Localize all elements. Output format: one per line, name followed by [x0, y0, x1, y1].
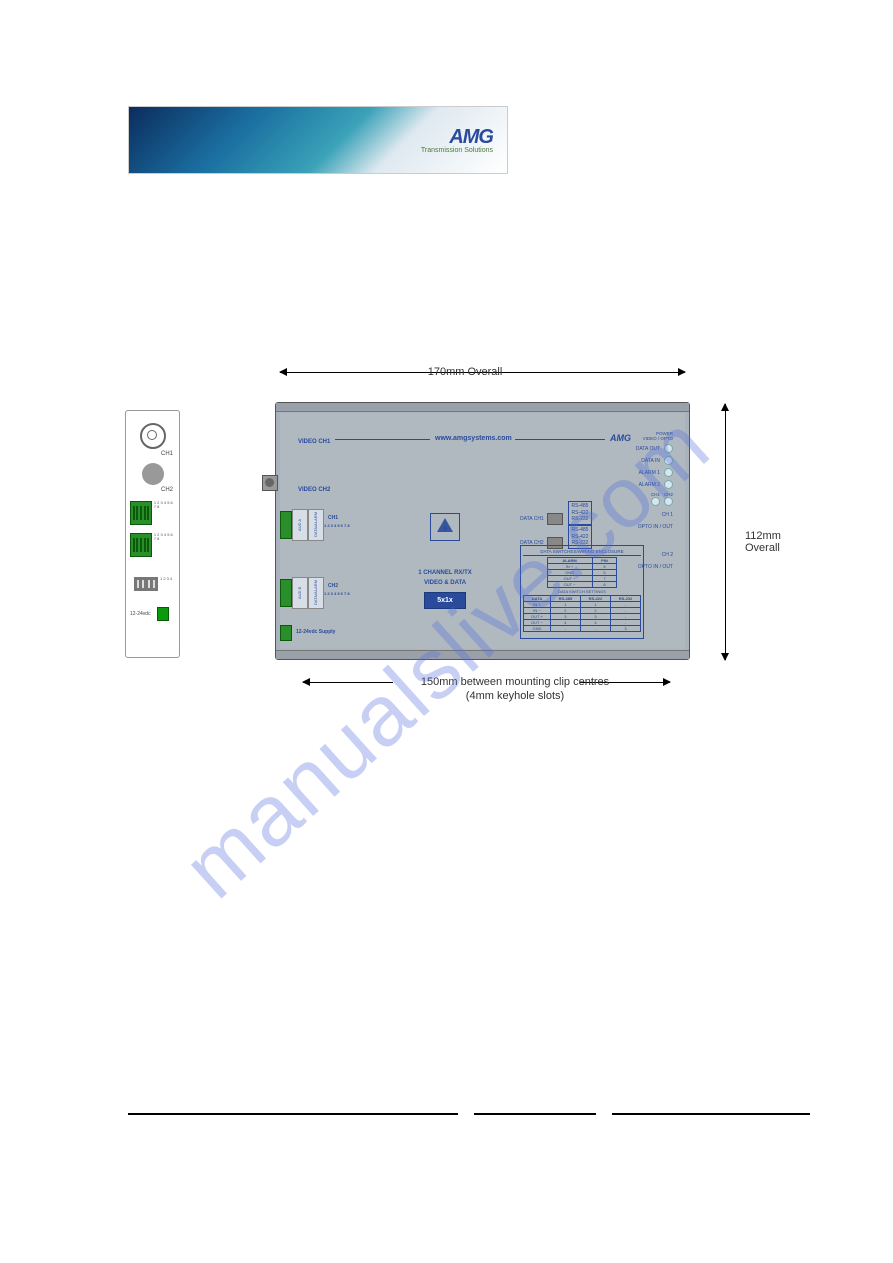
device-face: www.amgsystems.com AMG VIDEO CH1 VIDEO C… [280, 413, 685, 649]
video-ch2-label: VIDEO CH2 [298, 487, 330, 493]
data-table: DATA RS-485 RS-422 RS-232 IN +11- IN −22… [523, 595, 641, 632]
led-column: POWER VIDEO / OPTO DATA OUT DATA IN ALAR… [605, 431, 673, 570]
switch-ch1-label: DATA CH1 [520, 516, 544, 522]
opt1-a: CH 1 [605, 512, 673, 518]
led-label: DATA OUT [636, 446, 660, 452]
led-icon [664, 444, 673, 453]
diagram-area: 170mm Overall 112mm Overall 150mm betwee… [125, 360, 805, 710]
dim-bottom-label-1: 150mm between mounting clip centres [421, 676, 609, 688]
side-pins-1: 1 2 3 4 5 6 7 8 [324, 523, 350, 528]
mounting-tab-icon [262, 475, 278, 491]
sw-opt: RS-422 [572, 510, 589, 516]
td: - [580, 626, 610, 632]
opt1-b: OPTO IN / OUT [605, 524, 673, 530]
dim-bottom-label-2: (4mm keyhole slots) [466, 690, 564, 702]
dip-pins: 1 2 3 4 [160, 577, 172, 581]
sw-opt: RS-485 [572, 527, 589, 533]
led-icon [664, 468, 673, 477]
brand-tagline: Transmission Solutions [421, 147, 493, 154]
card-ch1-label: CH1 [130, 451, 175, 457]
dim-right-line [725, 404, 726, 660]
led-icon [651, 497, 660, 506]
device-enclosure: www.amgsystems.com AMG VIDEO CH1 VIDEO C… [275, 402, 690, 660]
brand-name: AMG [421, 127, 493, 147]
side-ch1: CH1 [328, 515, 338, 521]
sw-opt: RS-232 [572, 516, 589, 522]
footer-rule-3 [612, 1113, 810, 1115]
video1-line [335, 439, 430, 440]
sw-opt: RS-422 [572, 534, 589, 540]
video-ch1-label: VIDEO CH1 [298, 439, 330, 445]
led-label: ALARM 2 [639, 482, 660, 488]
switch-block-1: DATA CH1 RS-485 RS-422 RS-232 [520, 501, 592, 525]
terminal-pins-2: 1 2 3 4 5 6 7 8 [154, 533, 175, 542]
side-label-2b: DATA/ALARM [308, 577, 324, 609]
power-terminal-icon [280, 625, 292, 641]
card-front-panel: CH1 CH2 1 2 3 4 5 6 7 8 1 2 3 4 5 6 7 8 … [125, 410, 180, 658]
center-line1: 1 CHANNEL RX/TX [400, 569, 490, 579]
terminal-block-1: 1 2 3 4 5 6 7 8 [130, 501, 175, 525]
led-icon [664, 456, 673, 465]
side-terminal-1-icon [280, 511, 292, 539]
model-badge: 5x1x [424, 592, 466, 609]
power-row: 12-24vdc [130, 607, 175, 621]
page: AMG Transmission Solutions 170mm Overall… [0, 0, 893, 1263]
device-url: www.amgsystems.com [435, 435, 512, 442]
terminal-pins-1: 1 2 3 4 5 6 7 8 [154, 501, 175, 510]
opt2-b: OPTO IN / OUT [605, 564, 673, 570]
data-sub-header: DATA SWITCH SETTINGS [523, 588, 641, 595]
footer-rule-2 [474, 1113, 596, 1115]
led-hdr2: VIDEO / OPTO [605, 436, 673, 441]
power-connector-icon [157, 607, 169, 621]
td: 3 [610, 626, 640, 632]
led-icon [664, 497, 673, 506]
header-banner: AMG Transmission Solutions [128, 106, 508, 174]
bnc-connector-icon [140, 423, 166, 449]
blank-connector-icon [142, 463, 164, 485]
side-label-2a: AUD B [292, 577, 308, 609]
footer-rule-1 [128, 1113, 458, 1115]
device-center-label: 1 CHANNEL RX/TX VIDEO & DATA 5x1x [400, 569, 490, 609]
dim-top-label: 170mm Overall [428, 366, 503, 378]
card-ch2-label: CH2 [130, 487, 175, 493]
center-line2: VIDEO & DATA [400, 579, 490, 589]
dim-right-label: 112mm Overall [745, 530, 805, 554]
url-line-r [515, 439, 605, 440]
side-label-1a: AUD A [292, 509, 308, 541]
led-icon [664, 480, 673, 489]
side-ch2: CH2 [328, 583, 338, 589]
opt2-a: CH 2 [605, 552, 673, 558]
td: 8 [592, 582, 617, 588]
terminal-icon [130, 501, 152, 525]
laser-star-icon: ✶ [442, 524, 449, 533]
dip-switch-icon [134, 577, 158, 591]
card-power-label: 12-24vdc [130, 611, 151, 617]
dim-bottom-line-l [303, 682, 393, 683]
td: - [550, 626, 580, 632]
side-terminal-2-icon [280, 579, 292, 607]
dip-icon [547, 513, 563, 525]
device-supply-label: 12-24vdc Supply [296, 629, 335, 635]
laser-warning-icon: ✶ [430, 513, 460, 541]
terminal-icon [130, 533, 152, 557]
td: GND [524, 626, 551, 632]
device-strip-top [276, 403, 689, 412]
brand-logo: AMG Transmission Solutions [421, 127, 493, 154]
side-label-1b: DATA/ALARM [308, 509, 324, 541]
td: OUT − [547, 582, 592, 588]
terminal-block-2: 1 2 3 4 5 6 7 8 [130, 533, 175, 557]
led-label: DATA IN [641, 458, 660, 464]
sw-opt: RS-485 [572, 503, 589, 509]
device-strip-bot [276, 650, 689, 659]
side-pins-2: 1 2 3 4 5 6 7 8 [324, 591, 350, 596]
led-label: ALARM 1 [639, 470, 660, 476]
